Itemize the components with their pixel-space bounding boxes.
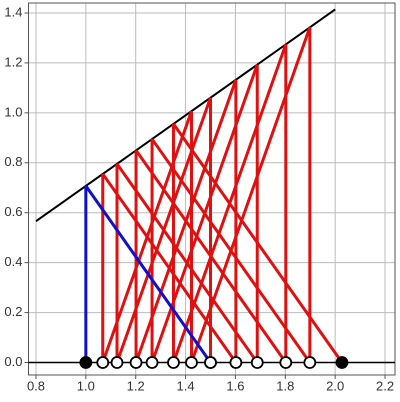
y-tick-label: 1.0 bbox=[4, 104, 22, 119]
orbit-diagonal bbox=[84, 185, 212, 364]
y-tick-label: 0.0 bbox=[4, 354, 22, 369]
orbit-diagonal bbox=[172, 123, 344, 364]
orbit-diagonal bbox=[190, 26, 312, 364]
x-tick-label: 0.8 bbox=[27, 378, 45, 393]
orbit-point bbox=[250, 356, 264, 369]
orbit-point bbox=[79, 356, 93, 369]
orbit-point bbox=[229, 356, 243, 369]
x-tick-label: 2.2 bbox=[376, 378, 394, 393]
orbit-point bbox=[204, 356, 217, 369]
x-tick-label: 1.8 bbox=[276, 378, 294, 393]
x-tick-label: 1.0 bbox=[77, 378, 95, 393]
orbit-point bbox=[110, 356, 124, 369]
y-tick-label: 1.4 bbox=[4, 4, 22, 19]
orbit-point bbox=[335, 356, 349, 369]
x-tick-label: 1.2 bbox=[127, 378, 145, 393]
orbit-point bbox=[129, 356, 143, 369]
y-tick-label: 0.2 bbox=[4, 304, 22, 319]
orbit-point bbox=[145, 356, 159, 369]
orbit-point bbox=[167, 356, 180, 369]
orbit-point bbox=[279, 356, 293, 369]
x-tick-label: 1.4 bbox=[177, 378, 195, 393]
x-tick-label: 2.0 bbox=[326, 378, 344, 393]
orbit-point bbox=[303, 356, 317, 369]
orbit-point bbox=[185, 356, 198, 369]
y-tick-label: 0.8 bbox=[4, 154, 22, 169]
plot-frame bbox=[28, 2, 396, 376]
orbit-point bbox=[96, 356, 110, 369]
y-tick-label: 0.6 bbox=[4, 204, 22, 219]
x-tick-label: 1.6 bbox=[226, 378, 244, 393]
y-tick-label: 1.2 bbox=[4, 54, 22, 69]
y-tick-label: 0.4 bbox=[4, 254, 22, 269]
